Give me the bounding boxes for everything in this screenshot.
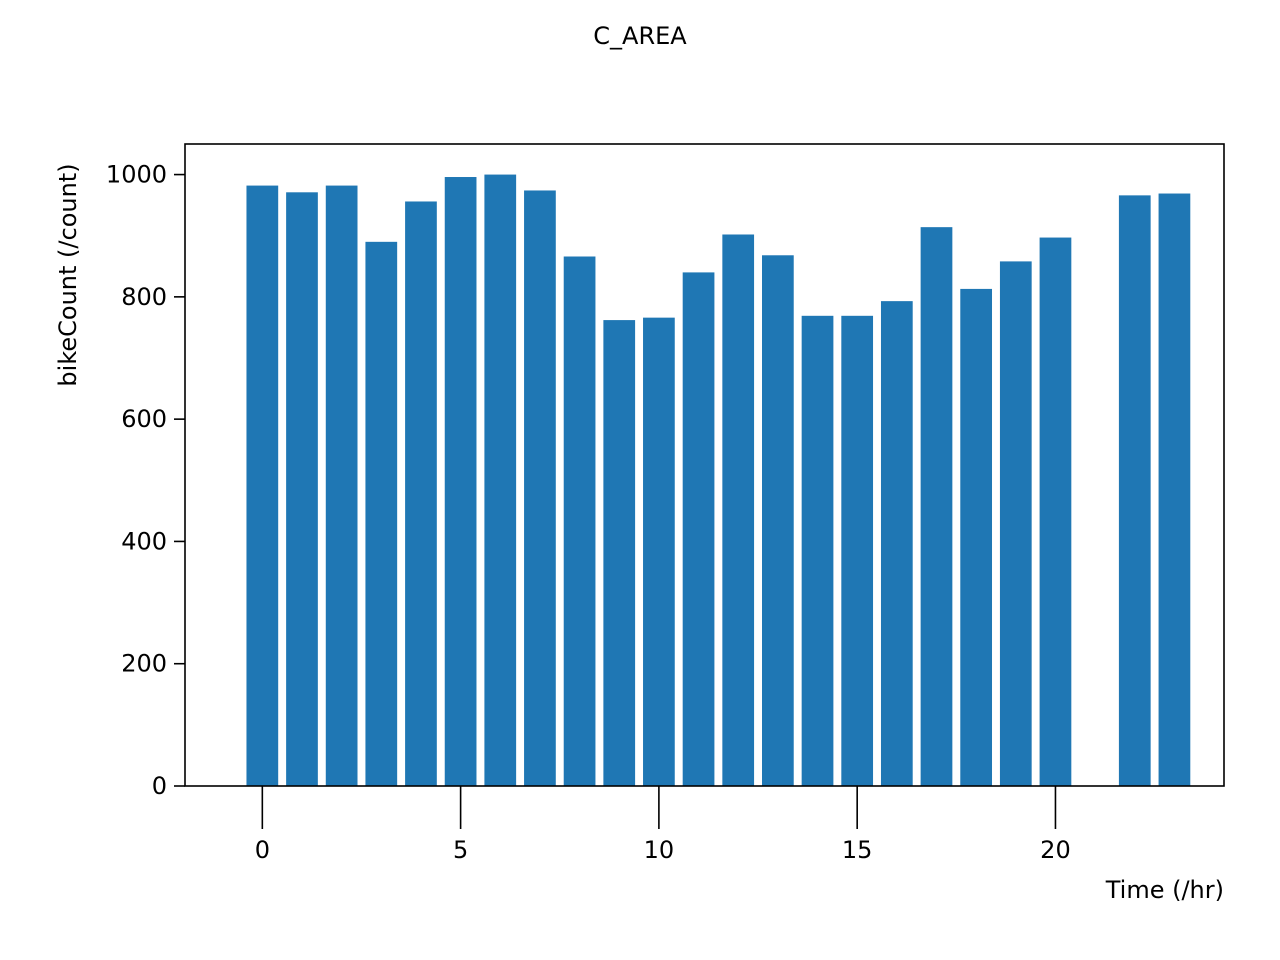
bar-hour-3 bbox=[365, 241, 398, 787]
bar-hour-1 bbox=[286, 192, 318, 786]
bar-hour-16 bbox=[880, 301, 913, 786]
y-tick-label-400: 400 bbox=[121, 527, 167, 555]
bar-hour-13 bbox=[762, 255, 794, 786]
bar-hour-5 bbox=[444, 177, 477, 786]
plot-frame bbox=[184, 143, 1225, 787]
y-tick-label-0: 0 bbox=[152, 772, 167, 800]
bar-hour-4 bbox=[405, 201, 437, 786]
x-tick-label-10: 10 bbox=[644, 836, 675, 864]
bar-hour-15 bbox=[841, 315, 874, 786]
x-tick-label-20: 20 bbox=[1040, 836, 1071, 864]
y-axis-label: bikeCount (/count) bbox=[54, 163, 82, 386]
y-tick-label-200: 200 bbox=[121, 650, 167, 678]
bar-hour-0 bbox=[246, 185, 279, 786]
x-tick-label-0: 0 bbox=[255, 836, 270, 864]
bar-hour-10 bbox=[643, 317, 675, 786]
chart-title: C_AREA bbox=[593, 22, 687, 50]
bar-hour-19 bbox=[999, 261, 1032, 786]
bar-hour-7 bbox=[524, 190, 556, 786]
x-tick-label-15: 15 bbox=[842, 836, 873, 864]
bar-hour-17 bbox=[920, 227, 953, 786]
bar-hour-12 bbox=[722, 234, 755, 786]
bar-hour-9 bbox=[603, 320, 636, 786]
y-tick-label-600: 600 bbox=[121, 405, 167, 433]
bar-hour-14 bbox=[801, 315, 834, 786]
bar-hour-6 bbox=[484, 174, 517, 787]
bar-hour-23 bbox=[1158, 193, 1191, 787]
bar-hour-20 bbox=[1039, 237, 1072, 786]
y-tick-label-1000: 1000 bbox=[106, 161, 167, 189]
bar-hour-2 bbox=[325, 185, 358, 786]
x-tick-label-5: 5 bbox=[453, 836, 468, 864]
bar-hour-22 bbox=[1118, 195, 1151, 787]
y-tick-label-800: 800 bbox=[121, 283, 167, 311]
x-axis-label: Time (/hr) bbox=[1105, 876, 1224, 904]
bar-hour-18 bbox=[960, 288, 993, 786]
bar-hour-11 bbox=[682, 272, 715, 786]
bar-hour-8 bbox=[563, 256, 596, 786]
bars-group bbox=[246, 174, 1191, 787]
